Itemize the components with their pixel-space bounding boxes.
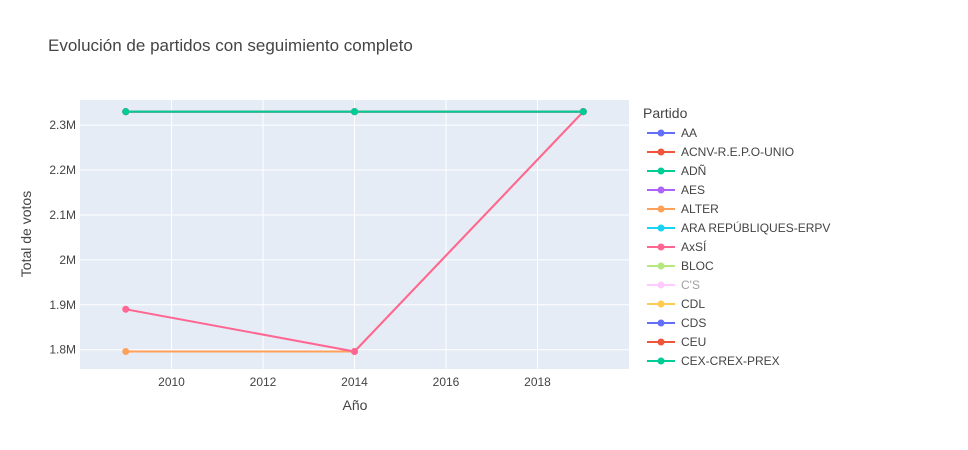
legend-label: ARA REPÚBLIQUES-ERPV — [681, 220, 830, 235]
legend-item-aa[interactable]: AA — [647, 126, 697, 140]
y-tick-label: 2M — [59, 253, 76, 267]
y-tick-label: 2.2M — [49, 163, 76, 177]
y-tick-label: 1.9M — [49, 298, 76, 312]
y-axis-label: Total de votos — [18, 191, 34, 277]
legend-item-c-s[interactable]: C'S — [647, 278, 700, 292]
y-tick-label: 1.8M — [49, 343, 76, 357]
x-tick-label: 2010 — [158, 375, 185, 389]
legend-item-ara-rep-bliques-erpv[interactable]: ARA REPÚBLIQUES-ERPV — [647, 220, 830, 235]
legend-marker-swatch — [657, 205, 665, 213]
x-axis-label: Año — [343, 397, 368, 413]
legend-label: AES — [681, 183, 705, 197]
x-tick-label: 2014 — [341, 375, 368, 389]
legend-marker-swatch — [657, 319, 665, 327]
x-tick-label: 2016 — [433, 375, 460, 389]
legend-item-cex-crex-prex[interactable]: CEX-CREX-PREX — [647, 354, 780, 368]
legend-marker-swatch — [657, 129, 665, 137]
y-tick-label: 2.1M — [49, 208, 76, 222]
x-tick-label: 2018 — [524, 375, 551, 389]
y-axis-ticks: 1.8M 1.9M 2M 2.1M 2.2M 2.3M — [49, 118, 76, 357]
legend-marker-swatch — [657, 186, 665, 194]
legend-marker-swatch — [657, 357, 665, 365]
legend-marker-swatch — [657, 262, 665, 270]
data-point-alter — [122, 347, 130, 355]
legend-marker-swatch — [657, 148, 665, 156]
legend-label: ADÑ — [681, 164, 706, 178]
legend-label: CEU — [681, 335, 706, 349]
legend-label: C'S — [681, 278, 700, 292]
legend: Partido AA ACNV-R.E.P.O-UNIO ADÑ AES ALTER AR… — [643, 105, 830, 368]
legend-item-ceu[interactable]: CEU — [647, 335, 706, 349]
data-point-axs — [351, 347, 358, 355]
legend-marker-swatch — [657, 243, 665, 251]
legend-label: CDS — [681, 316, 706, 330]
legend-label: ACNV-R.E.P.O-UNIO — [681, 145, 794, 159]
legend-item-cdl[interactable]: CDL — [647, 297, 705, 311]
data-point-cex-crex-prex — [122, 108, 130, 116]
legend-label: AxSÍ — [681, 239, 707, 254]
legend-marker-swatch — [657, 338, 665, 346]
legend-title: Partido — [643, 105, 688, 121]
legend-item-alter[interactable]: ALTER — [647, 202, 719, 216]
legend-item-ad[interactable]: ADÑ — [647, 164, 706, 178]
legend-label: BLOC — [681, 259, 714, 273]
chart-title: Evolución de partidos con seguimiento co… — [48, 36, 413, 55]
legend-label: CDL — [681, 297, 705, 311]
legend-marker-swatch — [657, 224, 665, 232]
data-point-axs — [122, 305, 130, 313]
legend-item-axs[interactable]: AxSÍ — [647, 239, 707, 254]
x-tick-label: 2012 — [250, 375, 277, 389]
gridlines — [80, 100, 629, 369]
legend-label: CEX-CREX-PREX — [681, 354, 780, 368]
legend-marker-swatch — [657, 281, 665, 289]
legend-marker-swatch — [657, 300, 665, 308]
series-markers — [122, 108, 587, 355]
y-tick-label: 2.3M — [49, 118, 76, 132]
legend-marker-swatch — [657, 167, 665, 175]
legend-item-aes[interactable]: AES — [647, 183, 705, 197]
legend-item-bloc[interactable]: BLOC — [647, 259, 714, 273]
legend-label: ALTER — [681, 202, 719, 216]
data-point-cex-crex-prex — [351, 108, 358, 116]
data-point-cex-crex-prex — [579, 108, 587, 116]
x-axis-ticks: 2010 2012 2014 2016 2018 — [158, 375, 551, 389]
legend-label: AA — [681, 126, 697, 140]
legend-item-cds[interactable]: CDS — [647, 316, 706, 330]
legend-item-acnv-r-e-p-o-unio[interactable]: ACNV-R.E.P.O-UNIO — [647, 145, 794, 159]
